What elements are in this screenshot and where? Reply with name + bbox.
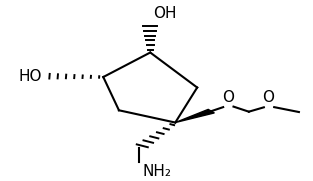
Text: NH₂: NH₂ bbox=[142, 164, 172, 179]
Polygon shape bbox=[175, 109, 214, 123]
Text: O: O bbox=[222, 90, 234, 105]
Text: OH: OH bbox=[153, 6, 177, 21]
Text: O: O bbox=[263, 90, 275, 105]
Text: HO: HO bbox=[19, 69, 42, 84]
